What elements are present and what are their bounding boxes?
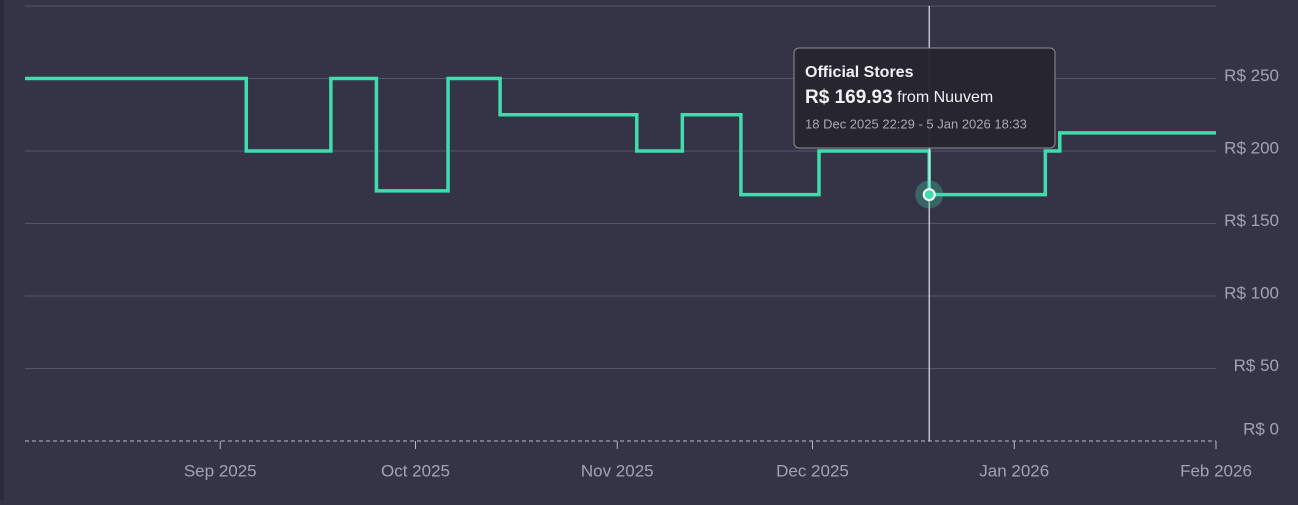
tooltip-period: 18 Dec 2025 22:29 - 5 Jan 2026 18:33 <box>805 116 1027 131</box>
y-tick-label: R$ 100 <box>1224 283 1279 302</box>
x-tick-label: Sep 2025 <box>184 461 257 480</box>
x-tick-label: Feb 2026 <box>1180 461 1252 480</box>
hover-point <box>922 188 936 202</box>
y-tick-label: R$ 50 <box>1234 356 1279 375</box>
price-line <box>25 76 1216 197</box>
tooltip-title: Official Stores <box>805 64 914 81</box>
y-tick-label: R$ 0 <box>1243 419 1279 438</box>
y-tick-label: R$ 250 <box>1224 66 1279 85</box>
tooltip: Official Stores R$ 169.93 from Nuuvem 18 D… <box>793 47 1056 149</box>
y-tick-label: R$ 200 <box>1224 138 1279 157</box>
tooltip-source: from Nuuvem <box>897 89 993 106</box>
left-edge <box>0 0 4 500</box>
x-tick-label: Nov 2025 <box>581 461 654 480</box>
y-tick-label: R$ 150 <box>1224 211 1279 230</box>
tooltip-price-line: R$ 169.93 from Nuuvem <box>805 87 993 108</box>
x-tick-label: Jan 2026 <box>979 461 1049 480</box>
x-tick-label: Dec 2025 <box>776 461 849 480</box>
tooltip-price: R$ 169.93 <box>805 87 893 108</box>
tooltip-box <box>793 47 1056 149</box>
x-tick-label: Oct 2025 <box>381 461 450 480</box>
